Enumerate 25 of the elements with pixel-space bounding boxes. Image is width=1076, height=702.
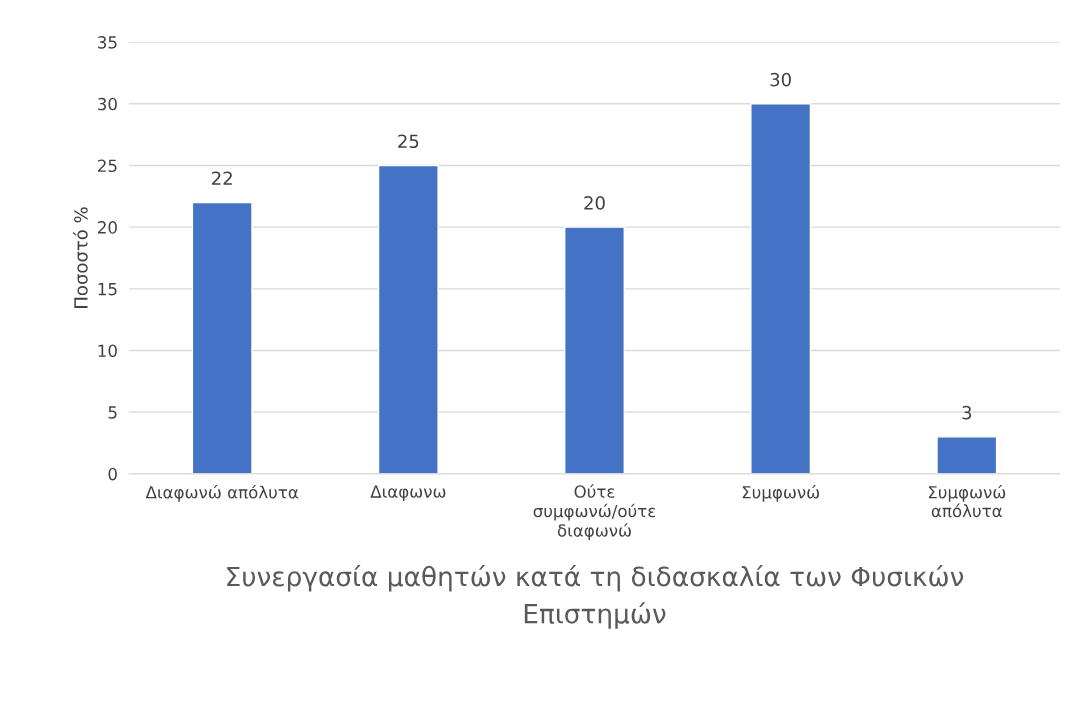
bar (750, 103, 812, 474)
x-tick-label: Διαφωνω (370, 485, 446, 502)
y-tick-label: 35 (98, 36, 117, 49)
bar (377, 164, 439, 474)
y-tick-label: 10 (98, 344, 117, 358)
data-label: 30 (770, 72, 791, 87)
y-tick-label: 15 (98, 283, 117, 296)
y-tick-label: 5 (108, 406, 117, 419)
y-tick-label: 25 (98, 159, 117, 173)
bar (564, 226, 625, 474)
bar (936, 436, 998, 474)
y-tick-label: 30 (98, 97, 117, 111)
x-axis-title: Συνεργασία μαθητών κατά τη διδασκαλία των Φυσικών Επιστημών (227, 565, 964, 629)
x-tick-label: Διαφωνώ απόλυτα (145, 484, 299, 502)
x-tick-label: Συμφωνώ απόλυτα (928, 484, 1006, 518)
y-axis-title: Ποσοστό % (73, 207, 88, 308)
data-label: 3 (962, 405, 972, 420)
x-tick-label: Ούτε συμφωνώ/ούτε διαφωνώ (533, 484, 656, 541)
y-tick-label: 0 (108, 467, 117, 481)
data-label: 25 (398, 134, 419, 149)
bar (191, 201, 253, 474)
y-tick-label: 20 (98, 221, 117, 234)
x-tick-label: Συμφωνώ (742, 484, 819, 502)
data-label: 22 (212, 171, 232, 185)
data-label: 20 (584, 196, 605, 210)
